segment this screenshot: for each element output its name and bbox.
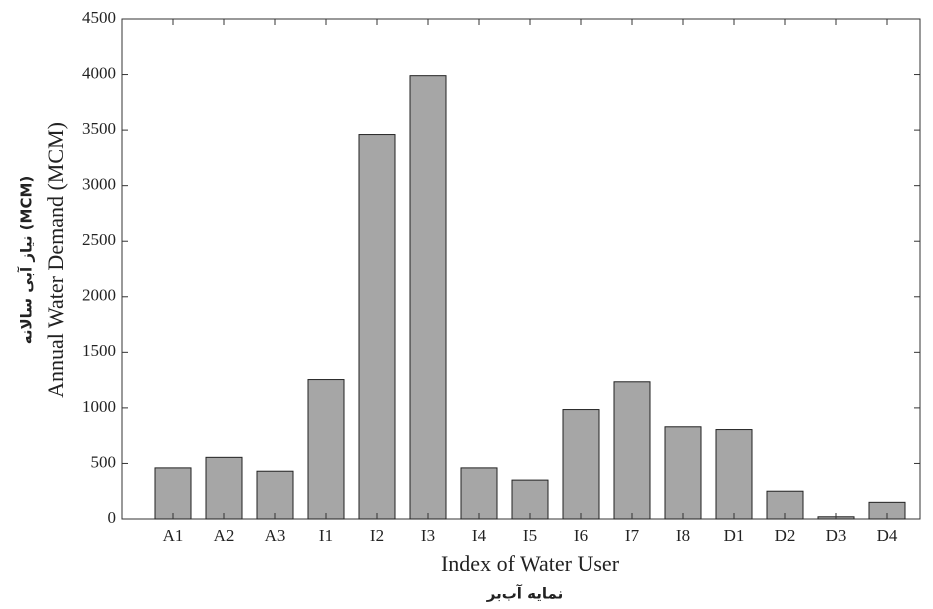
y-tick-label: 2500 [82, 230, 116, 249]
x-tick-label: D3 [826, 526, 847, 545]
bar [154, 467, 192, 520]
x-tick-label: I2 [370, 526, 384, 545]
y-tick-label: 500 [91, 452, 117, 471]
x-tick-label: I7 [625, 526, 640, 545]
x-tick-label: I5 [523, 526, 537, 545]
y-axis-label-fa: نیاز آبی سالانه (MCM) [18, 176, 36, 345]
x-tick-label: D4 [877, 526, 898, 545]
x-tick-label: I1 [319, 526, 333, 545]
x-axis-label: Index of Water User [441, 551, 620, 576]
x-tick-label: I6 [574, 526, 588, 545]
bar [409, 75, 447, 520]
y-tick-label: 3000 [82, 175, 116, 194]
x-tick-label: A2 [214, 526, 235, 545]
bar [205, 456, 243, 520]
plot-frame [121, 18, 921, 520]
bar [460, 467, 498, 520]
x-tick-label: D2 [775, 526, 796, 545]
bar [562, 409, 600, 520]
bar [511, 479, 549, 520]
bar [358, 134, 396, 520]
bar [715, 429, 753, 520]
y-tick-label: 3500 [82, 119, 116, 138]
y-tick-label: 1500 [82, 341, 116, 360]
bar [664, 426, 702, 520]
y-tick-label: 4000 [82, 63, 116, 82]
y-tick-label: 4500 [82, 8, 116, 27]
x-tick-label: I8 [676, 526, 690, 545]
x-tick-label: I4 [472, 526, 487, 545]
y-tick-label: 2000 [82, 286, 116, 305]
bar [256, 470, 294, 520]
bar [307, 379, 345, 520]
bar [613, 381, 651, 520]
y-tick-label: 1000 [82, 397, 116, 416]
x-tick-label: I3 [421, 526, 435, 545]
x-tick-label: D1 [724, 526, 745, 545]
y-tick-label: 0 [108, 508, 117, 527]
x-tick-label: A3 [265, 526, 286, 545]
x-axis-label-fa: نمایه آب‌بر [486, 585, 563, 603]
y-axis-label: Annual Water Demand (MCM) [43, 122, 68, 398]
x-tick-label: A1 [163, 526, 184, 545]
